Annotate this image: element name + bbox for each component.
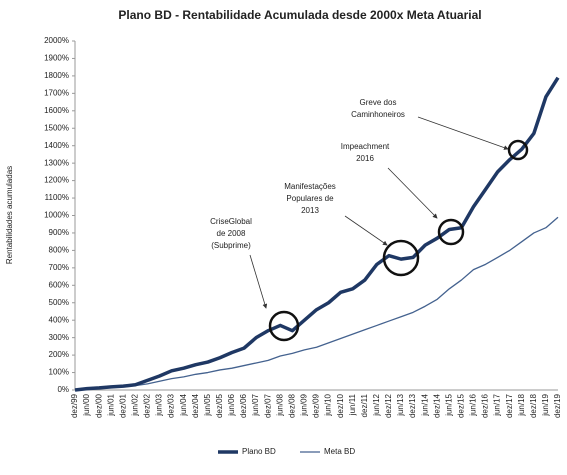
x-tick-label: dez/07 [263,393,272,418]
x-tick-label: dez/11 [360,393,369,417]
x-tick-label: dez/12 [384,393,393,418]
x-tick-label: dez/09 [312,393,321,418]
x-tick-label: dez/03 [167,393,176,418]
annotation-text: Populares de [286,194,334,203]
x-tick-label: dez/18 [529,393,538,418]
x-tick-label: jun/07 [251,393,260,416]
y-tick-label: 1200% [44,176,69,185]
annotation-arrow [387,167,438,219]
y-tick-label: 500% [49,298,69,307]
y-tick-label: 300% [49,333,69,342]
series-line [74,76,560,392]
x-tick-label: jun/17 [493,393,502,416]
annotation-circle [437,218,465,246]
annotation-circle [268,310,300,342]
x-tick-label: jun/06 [227,393,236,416]
y-tick-label: 700% [49,263,69,272]
annotation-arrow [249,254,268,309]
y-tick-label: 1300% [44,158,69,167]
x-tick-label: jun/05 [203,393,212,416]
annotation-text: de 2008 [217,229,246,238]
x-tick-label: dez/08 [287,393,296,418]
y-tick-label: 800% [49,246,69,255]
x-tick-label: jun/19 [541,393,550,416]
annotation-circle [507,139,529,161]
x-tick-label: dez/00 [94,393,103,418]
legend-label: Meta BD [324,447,355,456]
y-tick-label: 200% [49,350,69,359]
y-tick-label: 1400% [44,141,69,150]
x-tick-label: dez/99 [70,393,79,418]
y-tick-label: 1100% [45,193,69,202]
y-tick-label: 1600% [44,106,69,115]
x-tick-label: dez/05 [215,393,224,418]
annotation-circle [382,239,420,277]
y-tick-label: 600% [49,280,69,289]
y-tick-label: 1700% [44,88,69,97]
y-tick-label: 1500% [44,123,69,132]
x-tick-label: dez/19 [553,393,562,418]
x-tick-label: dez/10 [336,393,345,418]
y-tick-label: 900% [49,228,69,237]
annotation-text: Manifestações [284,182,336,191]
annotation-text: (Subprime) [211,241,251,250]
x-tick-label: jun/16 [469,393,478,416]
y-tick-label: 2000% [44,36,69,45]
y-tick-label: 1900% [44,54,69,63]
y-tick-label: 0% [57,385,69,394]
y-tick-label: 1800% [44,71,69,80]
y-tick-label: 400% [49,315,69,324]
x-tick-label: dez/16 [481,393,490,418]
x-tick-label: jun/12 [372,393,381,416]
x-tick-label: jun/13 [396,393,405,416]
x-tick-label: jun/10 [324,393,333,416]
x-tick-label: jun/01 [106,393,115,416]
annotation-arrow [417,116,509,150]
y-tick-label: 100% [49,368,69,377]
x-tick-label: dez/14 [432,393,441,418]
series-line [74,216,559,391]
x-tick-label: jun/00 [82,393,91,416]
x-tick-label: jun/11 [348,393,357,416]
x-tick-label: dez/17 [505,393,514,418]
y-axis-label: Rentabilidades acumuladas [5,166,14,264]
annotation-text: 2016 [356,154,374,163]
annotation-text: Impeachment [341,142,390,151]
x-tick-label: dez/13 [408,393,417,418]
x-tick-label: jun/15 [444,393,453,416]
annotation-arrow [344,215,388,246]
x-tick-label: dez/15 [457,393,466,418]
x-tick-label: jun/09 [300,393,309,416]
x-tick-label: jun/14 [420,393,429,416]
y-tick-label: 1000% [44,211,69,220]
x-tick-label: dez/01 [118,393,127,418]
x-tick-label: jun/04 [179,393,188,416]
x-tick-label: jun/03 [155,393,164,416]
annotation-text: Caminhoneiros [351,110,405,119]
x-tick-label: dez/06 [239,393,248,418]
legend-label: Plano BD [242,447,276,456]
x-tick-label: jun/02 [130,393,139,416]
x-tick-label: dez/04 [191,393,200,418]
x-tick-label: jun/08 [275,393,284,416]
annotation-text: 2013 [301,206,319,215]
chart-title: Plano BD - Rentabilidade Acumulada desde… [118,8,481,22]
x-tick-label: dez/02 [143,393,152,418]
x-tick-label: jun/18 [517,393,526,416]
annotation-text: CriseGlobal [210,217,252,226]
annotation-text: Greve dos [360,98,397,107]
